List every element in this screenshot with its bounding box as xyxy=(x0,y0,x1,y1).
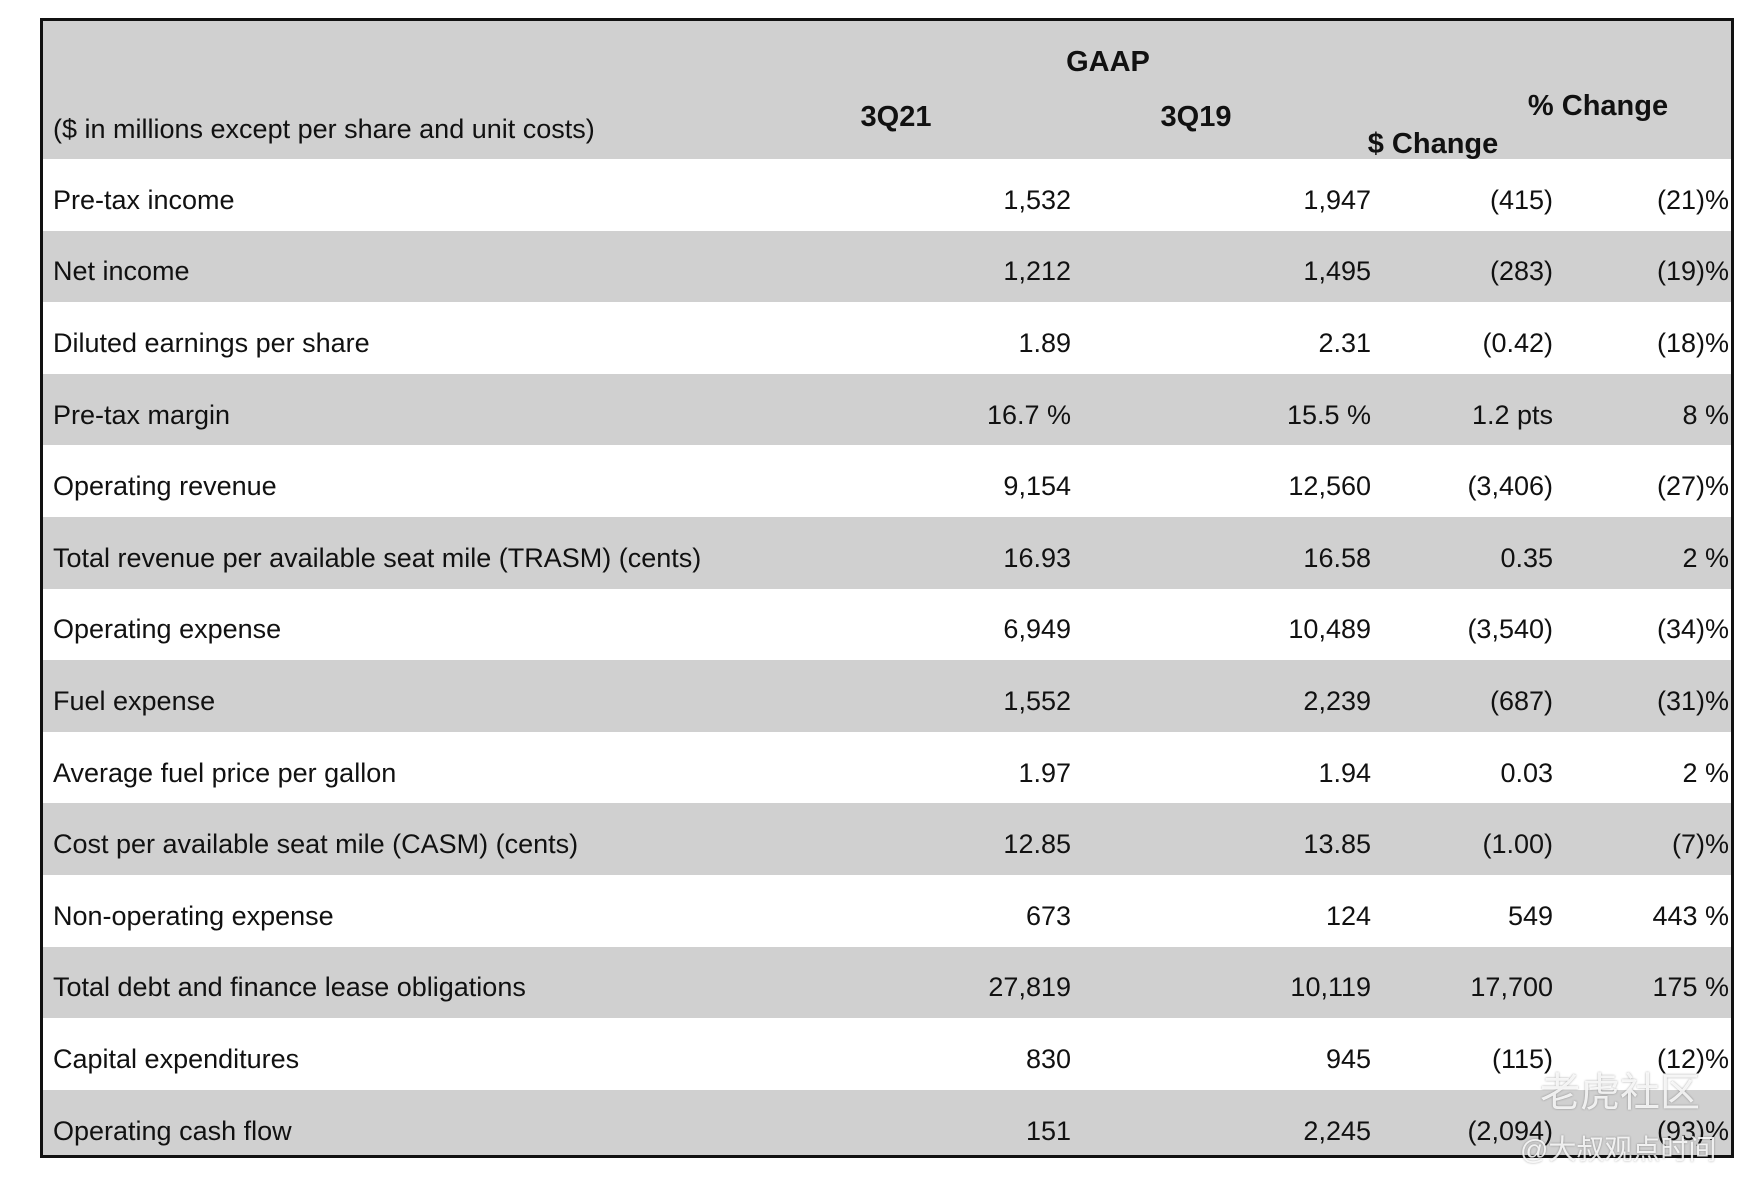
cell-value: 151 xyxy=(1025,1115,1071,1146)
column-header: 3Q21 xyxy=(860,101,932,133)
row-band xyxy=(43,373,1731,446)
cell-value: 13.85 xyxy=(1303,829,1371,860)
cell-value: (0.42) xyxy=(1482,328,1553,358)
cell-value: 124 xyxy=(1325,900,1371,931)
cell-value: 1,495 xyxy=(1303,256,1371,287)
cell-value: 2 % xyxy=(1682,542,1729,573)
cell-value: (283) xyxy=(1489,256,1553,287)
cell-value: (21)% xyxy=(1656,184,1729,215)
cell-value: (18)% xyxy=(1656,328,1729,358)
cell-value: 673 xyxy=(1025,900,1071,931)
cell-value: 175 % xyxy=(1652,972,1729,1003)
cell-value: 443 % xyxy=(1652,900,1729,931)
group-header: GAAP xyxy=(1066,46,1150,78)
cell-value: 2.31 xyxy=(1318,328,1371,358)
row-label: Pre-tax margin xyxy=(53,399,231,430)
cell-value: 549 xyxy=(1507,900,1553,931)
cell-value: 830 xyxy=(1025,1044,1071,1074)
cell-value: 17,700 xyxy=(1470,972,1553,1003)
cell-value: 6,949 xyxy=(1003,614,1071,645)
row-label: Total revenue per available seat mile (T… xyxy=(53,542,702,573)
cell-value: 10,119 xyxy=(1290,972,1371,1003)
row-band xyxy=(43,1089,1731,1155)
cell-value: 12.85 xyxy=(1003,829,1071,860)
cell-value: 1.89 xyxy=(1018,328,1071,358)
cell-value: 1,532 xyxy=(1003,184,1071,215)
cell-value: 10,489 xyxy=(1288,614,1371,645)
cell-value: (34)% xyxy=(1656,614,1729,645)
table: GAAP ($ in millions except per share and … xyxy=(40,18,1734,1158)
row-band xyxy=(43,946,1731,1019)
row-band xyxy=(43,660,1731,732)
cell-value: 16.58 xyxy=(1303,542,1371,573)
cell-value: 16.93 xyxy=(1003,542,1071,573)
row-label: Diluted earnings per share xyxy=(53,328,370,358)
row-label: Net income xyxy=(53,256,190,287)
cell-value: (2,094) xyxy=(1467,1115,1553,1146)
cell-value: 0.03 xyxy=(1500,757,1553,788)
watermark-author: @大叔观点时间 xyxy=(1520,1134,1717,1165)
row-label: Non-operating expense xyxy=(53,900,334,931)
header-band xyxy=(43,21,1731,159)
row-label: Pre-tax income xyxy=(53,184,235,215)
row-label: Fuel expense xyxy=(53,686,216,716)
row-label: Cost per available seat mile (CASM) (cen… xyxy=(53,829,579,860)
header-caption: ($ in millions except per share and unit… xyxy=(53,114,595,144)
cell-value: (1.00) xyxy=(1482,829,1553,860)
cell-value: 2,245 xyxy=(1303,1115,1371,1146)
watermark-brand: 老虎社区 xyxy=(1540,1071,1700,1115)
cell-value: (115) xyxy=(1491,1044,1553,1074)
cell-value: (687) xyxy=(1489,686,1553,716)
cell-value: (7)% xyxy=(1671,829,1729,860)
cell-value: 1.2 pts xyxy=(1471,399,1553,430)
cell-value: 0.35 xyxy=(1500,542,1553,573)
row-band xyxy=(43,517,1731,589)
row-label: Capital expenditures xyxy=(53,1044,300,1074)
cell-value: 1,212 xyxy=(1003,256,1071,287)
cell-value: 9,154 xyxy=(1003,471,1071,502)
cell-value: (31)% xyxy=(1656,686,1729,716)
cell-value: 15.5 % xyxy=(1286,399,1371,430)
cell-value: (19)% xyxy=(1656,256,1729,287)
cell-value: (12)% xyxy=(1656,1044,1729,1074)
cell-value: (93)% xyxy=(1656,1115,1729,1146)
cell-value: 1.94 xyxy=(1318,757,1371,788)
column-header: % Change xyxy=(1527,90,1669,122)
cell-value: 2 % xyxy=(1682,757,1729,788)
cell-value: 16.7 % xyxy=(986,399,1071,430)
row-label: Operating cash flow xyxy=(53,1115,292,1146)
cell-value: 2,239 xyxy=(1303,686,1371,716)
cell-value: (415) xyxy=(1489,184,1553,215)
cell-value: 1.97 xyxy=(1018,757,1071,788)
cell-value: 1,947 xyxy=(1303,184,1371,215)
column-header: 3Q19 xyxy=(1160,101,1232,133)
cell-value: 27,819 xyxy=(988,972,1071,1003)
cell-value: 8 % xyxy=(1682,399,1729,430)
cell-value: 1,552 xyxy=(1003,686,1071,716)
cell-value: (27)% xyxy=(1656,471,1729,502)
cell-value: 945 xyxy=(1325,1044,1371,1074)
row-band xyxy=(43,230,1731,303)
cell-value: (3,540) xyxy=(1467,614,1553,645)
row-label: Total debt and finance lease obligations xyxy=(53,972,526,1003)
row-label: Operating expense xyxy=(53,614,282,645)
row-band xyxy=(43,803,1731,875)
row-label: Average fuel price per gallon xyxy=(53,757,397,788)
cell-value: 12,560 xyxy=(1288,471,1371,502)
cell-value: (3,406) xyxy=(1467,471,1553,502)
column-header: $ Change xyxy=(1367,128,1499,160)
row-label: Operating revenue xyxy=(53,471,277,502)
